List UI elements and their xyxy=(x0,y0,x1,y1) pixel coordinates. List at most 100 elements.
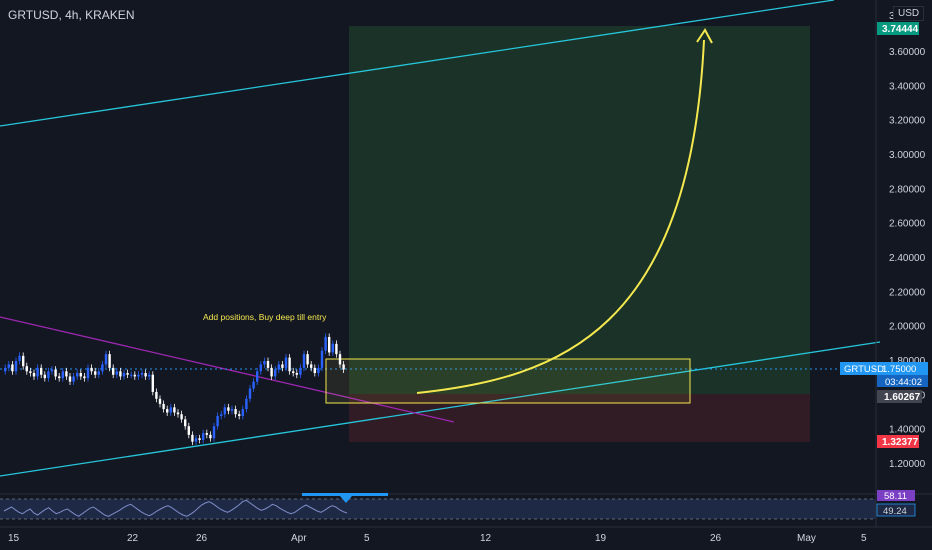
price-tick-label: 2.80000 xyxy=(889,184,926,195)
candle-body xyxy=(205,433,208,435)
time-tick-label: 22 xyxy=(127,533,139,544)
time-tick-label: May xyxy=(797,533,816,544)
candle-body xyxy=(155,391,158,399)
price-tick-label: 3.40000 xyxy=(889,81,926,92)
candle-body xyxy=(274,369,277,377)
candle-body xyxy=(126,373,129,375)
candle-body xyxy=(292,371,295,374)
candle-body xyxy=(47,371,50,379)
oscillator-band xyxy=(0,499,876,519)
candle-body xyxy=(331,343,334,353)
candle-body xyxy=(324,336,327,351)
candle-body xyxy=(108,354,111,368)
candle-body xyxy=(7,364,10,368)
symbol-title[interactable]: GRTUSD, 4h, KRAKEN xyxy=(8,8,135,22)
time-tick-label: 15 xyxy=(8,533,20,544)
candle-body xyxy=(133,374,136,377)
candle-body xyxy=(36,367,39,377)
candle-body xyxy=(65,371,68,377)
candle-body xyxy=(122,373,126,377)
candle-body xyxy=(223,407,226,415)
price-tick-label: 1.40000 xyxy=(889,425,926,436)
currency-badge[interactable]: USD xyxy=(893,6,925,21)
stop-price-label: 1.32377 xyxy=(882,437,919,448)
candle-body xyxy=(259,364,262,372)
candle-body xyxy=(162,403,165,410)
candle-body xyxy=(14,361,18,372)
candle-body xyxy=(54,369,57,377)
oscillator-value-1: 58.11 xyxy=(884,491,907,502)
price-tick-label: 3.00000 xyxy=(889,150,926,161)
candle-body xyxy=(68,376,72,382)
arrow-head-icon xyxy=(696,28,713,44)
candle-body xyxy=(335,343,338,355)
candle-body xyxy=(212,426,216,439)
entry-price-marker xyxy=(877,390,922,403)
profit-zone xyxy=(349,26,810,394)
candle-body xyxy=(97,371,100,375)
candle-body xyxy=(310,364,313,368)
candle-body xyxy=(112,367,115,375)
candle-body xyxy=(58,376,61,379)
candle-body xyxy=(40,367,43,375)
candle-body xyxy=(338,354,342,365)
channel-upper-line[interactable] xyxy=(0,0,835,127)
candles xyxy=(4,333,345,446)
candle-body xyxy=(238,414,241,416)
candle-body xyxy=(266,361,270,368)
candle-body xyxy=(248,388,252,399)
entry-price-label: 1.60267 xyxy=(884,392,921,403)
entry-zone-box[interactable] xyxy=(325,358,691,404)
candle-body xyxy=(241,409,244,416)
oscillator-value-marker xyxy=(877,490,915,501)
oscillator-value-2: 49.24 xyxy=(883,506,907,517)
candle-body xyxy=(187,426,190,435)
candle-body xyxy=(61,371,64,379)
candle-body xyxy=(234,409,237,415)
candle-body xyxy=(166,409,169,413)
price-tick-label: 2.60000 xyxy=(889,219,926,230)
candle-body xyxy=(115,371,118,375)
target-price-label: 3.74444 xyxy=(882,24,919,35)
candle-body xyxy=(119,371,122,377)
time-tick-label: 12 xyxy=(480,533,492,544)
candle-body xyxy=(209,434,212,439)
chart-annotation[interactable]: Add positions, Buy deep till entry xyxy=(203,312,327,322)
candle-body xyxy=(25,366,28,372)
candle-body xyxy=(245,398,248,410)
candle-body xyxy=(101,364,104,372)
candle-body xyxy=(198,438,201,440)
candle-body xyxy=(299,367,302,375)
candle-body xyxy=(18,355,21,361)
projection-arrow-path[interactable] xyxy=(416,39,705,394)
candle-body xyxy=(194,438,198,442)
candle-body xyxy=(176,412,180,415)
oscillator-marker-icon xyxy=(340,496,352,503)
candle-body xyxy=(130,374,133,376)
time-tick-label: 5 xyxy=(861,533,867,544)
channel-lower-line[interactable] xyxy=(0,341,881,477)
time-tick-label: Apr xyxy=(291,533,307,544)
candle-body xyxy=(151,374,154,392)
time-tick-label: 26 xyxy=(196,533,208,544)
candle-body xyxy=(320,350,324,368)
candle-body xyxy=(83,376,86,379)
candle-body xyxy=(4,367,7,372)
price-tick-label: 1.80000 xyxy=(889,356,926,367)
candle-body xyxy=(173,407,176,413)
candle-body xyxy=(342,364,345,370)
candle-body xyxy=(137,374,140,377)
candle-body xyxy=(220,414,223,416)
candle-body xyxy=(140,373,144,375)
current-price-symbol: GRTUSD xyxy=(844,364,884,375)
candle-body xyxy=(148,374,151,377)
candle-body xyxy=(295,373,298,375)
candle-body xyxy=(32,373,36,377)
time-tick-label: 19 xyxy=(595,533,607,544)
candle-body xyxy=(306,354,309,365)
candle-body xyxy=(202,433,205,440)
candle-body xyxy=(50,369,54,372)
candle-body xyxy=(11,364,14,372)
current-price-marker xyxy=(840,362,928,375)
